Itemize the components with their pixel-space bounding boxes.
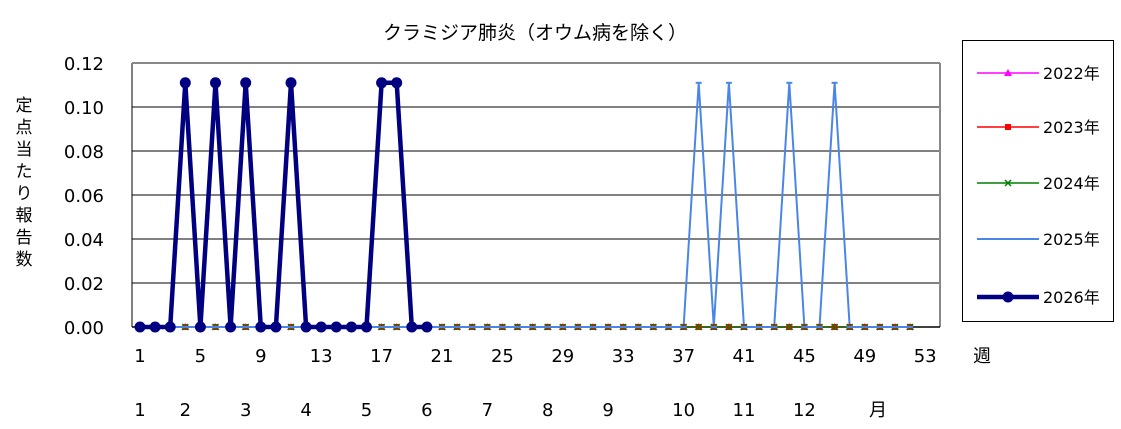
legend-label: 2024年 (1043, 174, 1100, 193)
x-tick-label: 9 (255, 346, 266, 367)
month-label: 12 (793, 400, 816, 421)
series-point (134, 321, 146, 333)
series-point (210, 77, 221, 89)
legend-label: 2023年 (1043, 118, 1100, 137)
x-tick-label: 1 (134, 346, 145, 367)
month-label: 2 (180, 400, 191, 421)
x-tick-label: 25 (491, 346, 514, 367)
series-point (1005, 124, 1011, 130)
series-point (725, 323, 733, 331)
y-tick-label: 0.02 (64, 274, 104, 295)
legend-label: 2025年 (1043, 230, 1100, 249)
series-point (225, 321, 237, 333)
month-label: 1 (134, 400, 145, 421)
x-tick-label: 17 (370, 346, 393, 367)
y-tick-label: 0.10 (64, 98, 104, 119)
series-point (831, 323, 839, 331)
series-point (406, 321, 418, 333)
series-point (361, 321, 372, 333)
x-tick-label: 37 (672, 346, 695, 367)
x-tick-label: 45 (793, 346, 816, 367)
month-label: 6 (421, 400, 432, 421)
series-point (285, 77, 297, 89)
month-label: 9 (602, 400, 613, 421)
series-point (270, 321, 282, 333)
month-label: 8 (542, 400, 553, 421)
series-point (300, 321, 312, 333)
x-tick-label: 49 (853, 346, 876, 367)
month-label: 7 (482, 400, 493, 421)
series-point (391, 77, 403, 89)
series-point (330, 321, 342, 333)
legend: 2022年 2023年 2024年 2025年 2026年 (962, 40, 1114, 322)
x-tick-label: 33 (612, 346, 635, 367)
x-tick-label: 21 (431, 346, 454, 367)
series-point (194, 321, 206, 333)
series-point (421, 321, 433, 333)
month-unit-label: 月 (869, 400, 887, 421)
series-point (1004, 69, 1012, 76)
series-point (1004, 179, 1012, 187)
month-label: 5 (361, 400, 372, 421)
y-tick-label: 0.06 (64, 186, 104, 207)
month-label: 11 (733, 400, 756, 421)
series-point (255, 321, 267, 333)
series-point (315, 321, 327, 333)
x-tick-label: 13 (310, 346, 333, 367)
x-tick-label: 53 (914, 346, 937, 367)
y-tick-label: 0.08 (64, 142, 104, 163)
month-label: 4 (300, 400, 311, 421)
x-axis-unit-label: 週 (973, 346, 991, 367)
x-tick-label: 29 (551, 346, 574, 367)
y-axis-label: 定点当たり報告数 (15, 96, 33, 270)
y-tick-label: 0.00 (64, 318, 104, 339)
x-tick-label: 41 (733, 346, 756, 367)
series-point (345, 321, 357, 333)
legend-label: 2022年 (1043, 64, 1100, 83)
series-point (1002, 291, 1014, 303)
x-tick-label: 5 (195, 346, 206, 367)
series-line (140, 82, 911, 328)
legend-label: 2026年 (1043, 288, 1100, 307)
month-label: 10 (672, 400, 695, 421)
y-tick-label: 0.04 (64, 230, 104, 251)
series-point (164, 321, 176, 333)
series-point (240, 77, 252, 89)
series-point (179, 77, 191, 89)
month-label: 3 (240, 400, 251, 421)
series-line (140, 80, 427, 330)
series-point (376, 77, 388, 89)
series-point (785, 323, 793, 331)
y-tick-label: 0.12 (64, 54, 104, 75)
chart-title: クラミジア肺炎（オウム病を除く） (382, 22, 687, 44)
series-point (149, 321, 161, 333)
series-point (695, 323, 703, 331)
